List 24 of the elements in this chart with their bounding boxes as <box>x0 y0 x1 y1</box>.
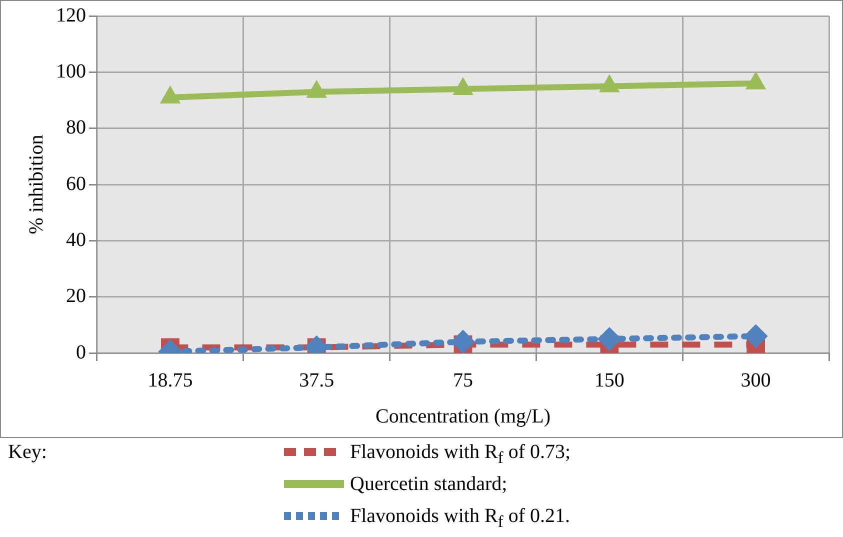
legend-label: Flavonoids with R$_{f}$ of 0.73; <box>350 440 571 469</box>
y-axis-title: % inhibition <box>25 134 48 234</box>
x-tick-label: 18.75 <box>148 369 193 392</box>
legend-label: Quercetin standard; <box>350 472 508 496</box>
y-tick-label: 60 <box>66 172 86 195</box>
legend-title: Key: <box>8 440 47 464</box>
y-tick-label: 40 <box>66 228 86 251</box>
y-tick-label: 120 <box>56 4 86 26</box>
x-axis-title: Concentration (mg/L) <box>376 405 550 428</box>
y-tick-label: 100 <box>56 60 86 82</box>
point <box>306 80 327 98</box>
x-tick-label: 300 <box>740 369 771 392</box>
point <box>599 74 620 92</box>
x-tick-label: 75 <box>453 369 473 392</box>
x-tick-label: 150 <box>594 369 624 392</box>
point <box>160 85 181 104</box>
y-tick-label: 0 <box>76 341 86 364</box>
point <box>452 77 474 96</box>
legend-label: Flavonoids with R$_{f}$ of 0.21. <box>350 504 570 533</box>
point <box>451 330 475 353</box>
point <box>745 71 766 90</box>
y-tick-label: 20 <box>66 285 86 308</box>
y-tick-label: 80 <box>66 116 86 139</box>
x-tick-label: 37.5 <box>299 369 334 392</box>
